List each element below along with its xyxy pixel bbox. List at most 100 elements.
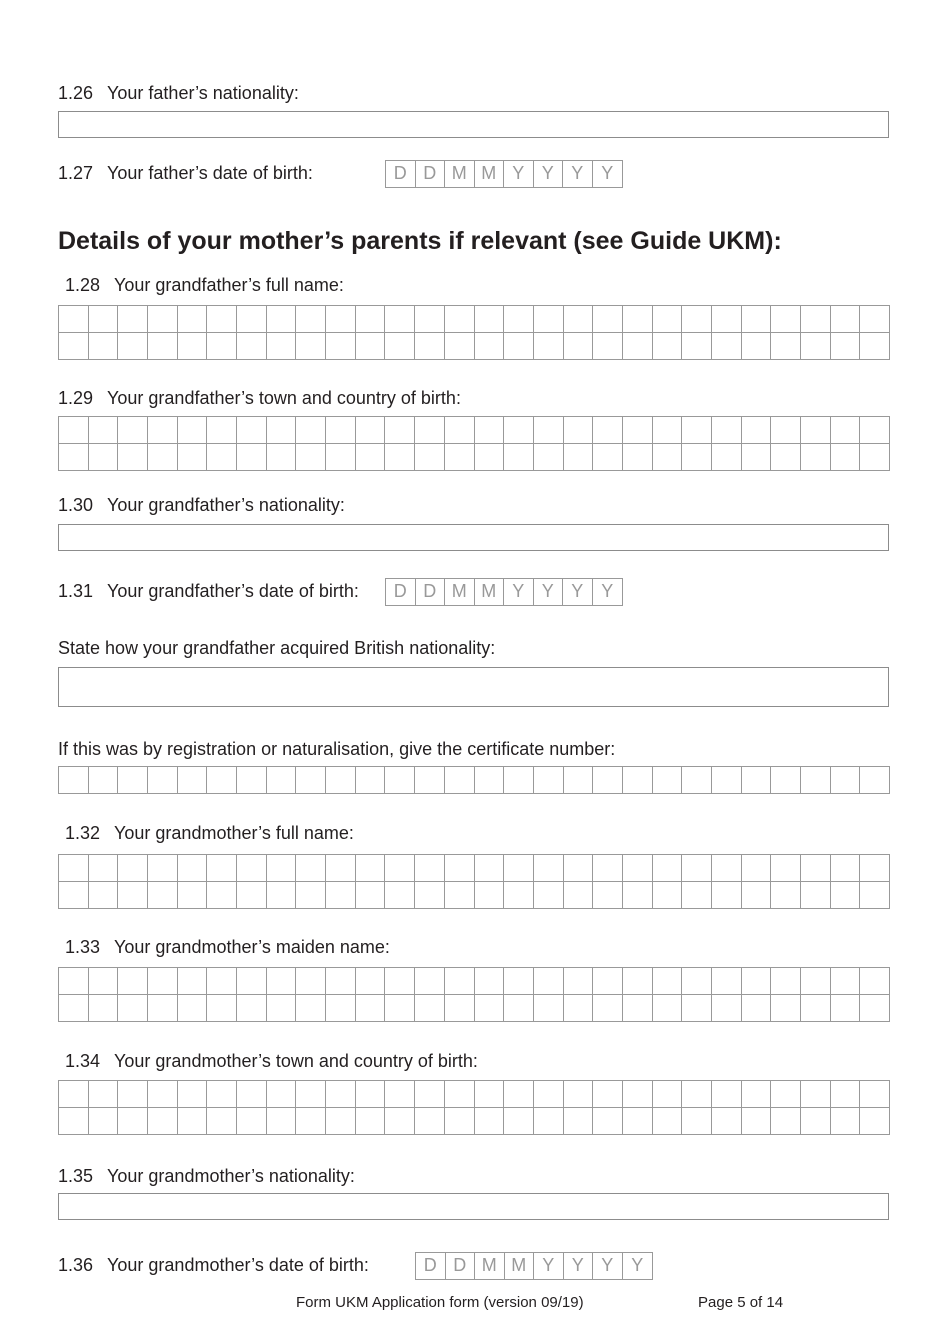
character-cell[interactable] [266, 882, 297, 909]
character-cell[interactable] [800, 1108, 831, 1135]
character-cell[interactable] [88, 417, 119, 444]
character-cell[interactable] [266, 1081, 297, 1108]
character-cell[interactable] [741, 306, 772, 333]
character-cell[interactable] [177, 417, 208, 444]
character-cell[interactable] [711, 306, 742, 333]
character-cell[interactable] [88, 968, 119, 995]
character-cell[interactable] [148, 855, 178, 882]
character-cell[interactable] [593, 1108, 623, 1135]
character-cell[interactable] [533, 1081, 564, 1108]
character-cell[interactable] [118, 333, 149, 360]
father-nationality-input[interactable] [58, 111, 889, 138]
character-cell[interactable] [385, 417, 416, 444]
character-cell[interactable] [444, 995, 475, 1022]
character-cell[interactable] [711, 968, 742, 995]
character-cell[interactable] [415, 995, 445, 1022]
character-cell[interactable] [474, 995, 505, 1022]
character-cell[interactable] [385, 995, 416, 1022]
character-cell[interactable] [474, 306, 505, 333]
character-cell[interactable] [88, 882, 119, 909]
character-cell[interactable] [88, 995, 119, 1022]
character-cell[interactable] [860, 968, 890, 995]
character-cell[interactable] [59, 1081, 89, 1108]
character-cell[interactable] [682, 882, 712, 909]
character-cell[interactable] [207, 767, 238, 794]
character-cell[interactable] [237, 767, 267, 794]
character-cell[interactable] [652, 882, 683, 909]
character-cell[interactable] [622, 1108, 653, 1135]
character-cell[interactable] [830, 995, 861, 1022]
character-cell[interactable] [622, 306, 653, 333]
character-cell[interactable] [237, 968, 267, 995]
character-cell[interactable] [237, 855, 267, 882]
character-cell[interactable] [504, 1108, 534, 1135]
character-cell[interactable] [711, 767, 742, 794]
character-cell[interactable] [622, 968, 653, 995]
date-cell[interactable]: D [416, 161, 445, 187]
character-cell[interactable] [385, 1081, 416, 1108]
character-cell[interactable] [682, 1081, 712, 1108]
character-cell[interactable] [533, 968, 564, 995]
character-cell[interactable] [266, 306, 297, 333]
character-cell[interactable] [237, 333, 267, 360]
character-cell[interactable] [860, 1081, 890, 1108]
character-cell[interactable] [88, 444, 119, 471]
character-cell[interactable] [830, 968, 861, 995]
character-cell[interactable] [59, 855, 89, 882]
character-cell[interactable] [741, 444, 772, 471]
character-cell[interactable] [504, 444, 534, 471]
character-cell[interactable] [830, 767, 861, 794]
character-cell[interactable] [148, 995, 178, 1022]
character-cell[interactable] [415, 333, 445, 360]
date-cell[interactable]: Y [563, 161, 593, 187]
character-cell[interactable] [415, 306, 445, 333]
character-cell[interactable] [207, 995, 238, 1022]
grandfather-name-input[interactable] [58, 305, 890, 360]
character-cell[interactable] [771, 333, 801, 360]
character-cell[interactable] [474, 855, 505, 882]
character-cell[interactable] [593, 968, 623, 995]
character-cell[interactable] [800, 333, 831, 360]
character-cell[interactable] [266, 855, 297, 882]
character-cell[interactable] [711, 333, 742, 360]
character-cell[interactable] [355, 968, 386, 995]
character-cell[interactable] [118, 306, 149, 333]
character-cell[interactable] [444, 1108, 475, 1135]
character-cell[interactable] [148, 1081, 178, 1108]
character-cell[interactable] [652, 767, 683, 794]
character-cell[interactable] [415, 1108, 445, 1135]
character-cell[interactable] [860, 306, 890, 333]
character-cell[interactable] [177, 995, 208, 1022]
character-cell[interactable] [682, 444, 712, 471]
character-cell[interactable] [830, 333, 861, 360]
character-cell[interactable] [148, 1108, 178, 1135]
character-cell[interactable] [355, 995, 386, 1022]
date-cell[interactable]: Y [534, 579, 563, 605]
date-cell[interactable]: D [416, 1253, 446, 1279]
character-cell[interactable] [533, 444, 564, 471]
date-cell[interactable]: M [475, 579, 504, 605]
character-cell[interactable] [771, 767, 801, 794]
character-cell[interactable] [177, 855, 208, 882]
character-cell[interactable] [415, 855, 445, 882]
character-cell[interactable] [474, 1108, 505, 1135]
character-cell[interactable] [771, 417, 801, 444]
date-cell[interactable]: Y [504, 161, 534, 187]
character-cell[interactable] [237, 882, 267, 909]
character-cell[interactable] [741, 767, 772, 794]
character-cell[interactable] [622, 417, 653, 444]
character-cell[interactable] [563, 1108, 594, 1135]
character-cell[interactable] [860, 417, 890, 444]
character-cell[interactable] [741, 882, 772, 909]
character-cell[interactable] [682, 995, 712, 1022]
character-cell[interactable] [741, 1081, 772, 1108]
character-cell[interactable] [800, 855, 831, 882]
character-cell[interactable] [266, 767, 297, 794]
character-cell[interactable] [266, 1108, 297, 1135]
character-cell[interactable] [504, 767, 534, 794]
character-cell[interactable] [711, 417, 742, 444]
character-cell[interactable] [296, 444, 327, 471]
date-cell[interactable]: D [416, 579, 445, 605]
character-cell[interactable] [296, 333, 327, 360]
character-cell[interactable] [59, 444, 89, 471]
